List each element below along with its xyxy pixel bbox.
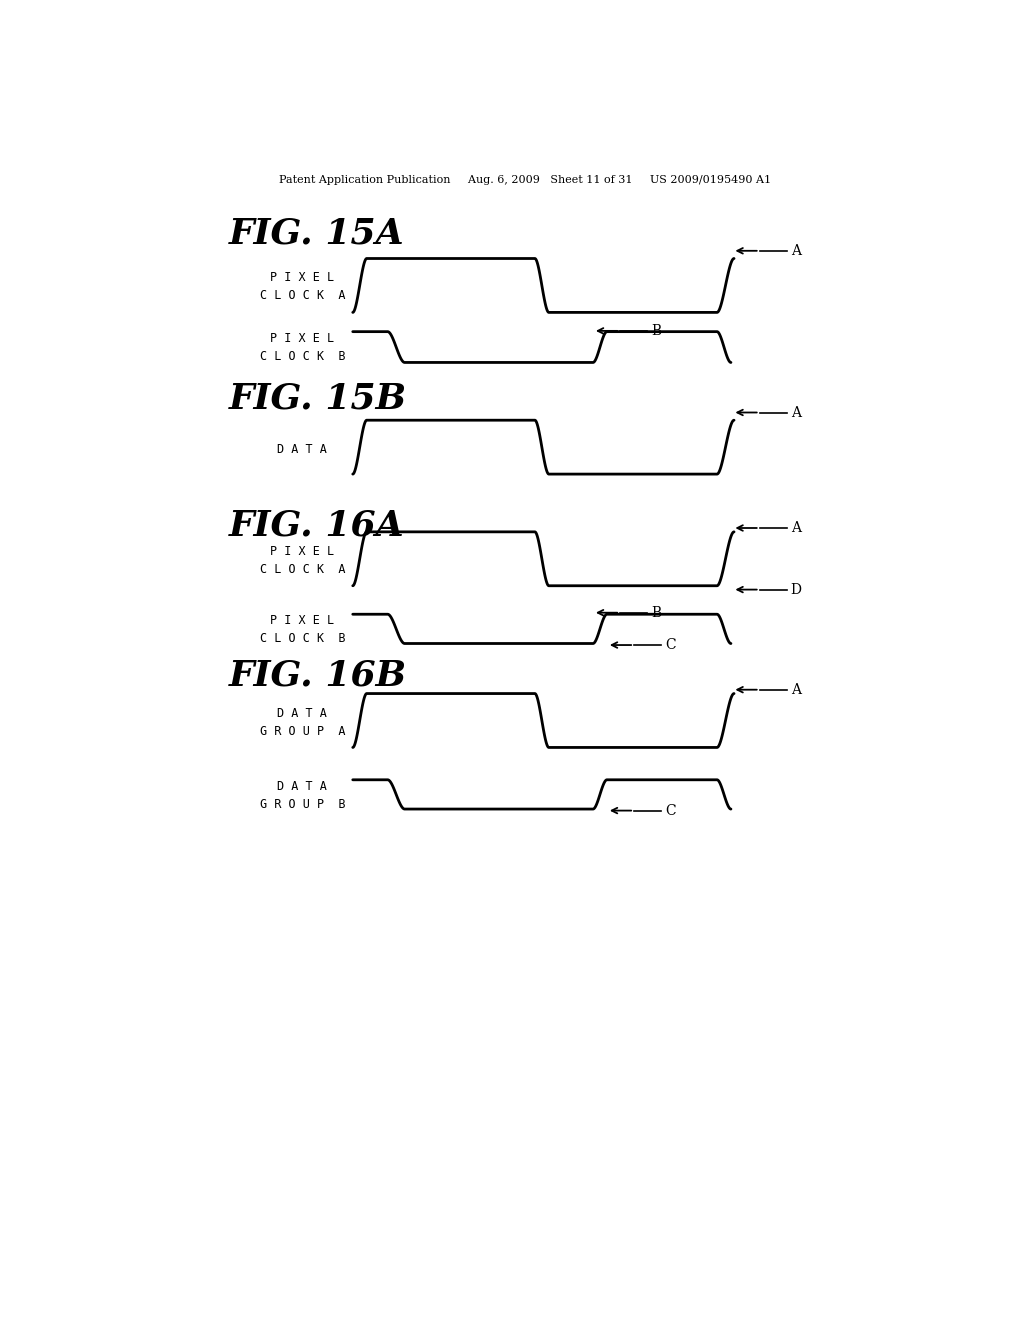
Text: FIG. 15B: FIG. 15B <box>228 381 407 416</box>
Text: P I X E L
C L O C K  B: P I X E L C L O C K B <box>260 333 345 363</box>
Text: FIG. 15A: FIG. 15A <box>228 216 404 251</box>
Text: A: A <box>791 244 801 257</box>
Text: P I X E L
C L O C K  B: P I X E L C L O C K B <box>260 614 345 645</box>
Text: A: A <box>791 682 801 697</box>
Text: D A T A
G R O U P  A: D A T A G R O U P A <box>260 708 345 738</box>
Text: D A T A: D A T A <box>278 444 328 455</box>
Text: B: B <box>651 323 662 338</box>
Text: D A T A
G R O U P  B: D A T A G R O U P B <box>260 780 345 810</box>
Text: B: B <box>651 606 662 619</box>
Text: Patent Application Publication     Aug. 6, 2009   Sheet 11 of 31     US 2009/019: Patent Application Publication Aug. 6, 2… <box>279 176 771 185</box>
Text: C: C <box>665 638 676 652</box>
Text: D: D <box>791 582 802 597</box>
Text: FIG. 16B: FIG. 16B <box>228 659 407 693</box>
Text: P I X E L
C L O C K  A: P I X E L C L O C K A <box>260 272 345 302</box>
Text: C: C <box>665 804 676 817</box>
Text: A: A <box>791 521 801 535</box>
Text: FIG. 16A: FIG. 16A <box>228 508 404 543</box>
Text: A: A <box>791 405 801 420</box>
Text: P I X E L
C L O C K  A: P I X E L C L O C K A <box>260 545 345 576</box>
